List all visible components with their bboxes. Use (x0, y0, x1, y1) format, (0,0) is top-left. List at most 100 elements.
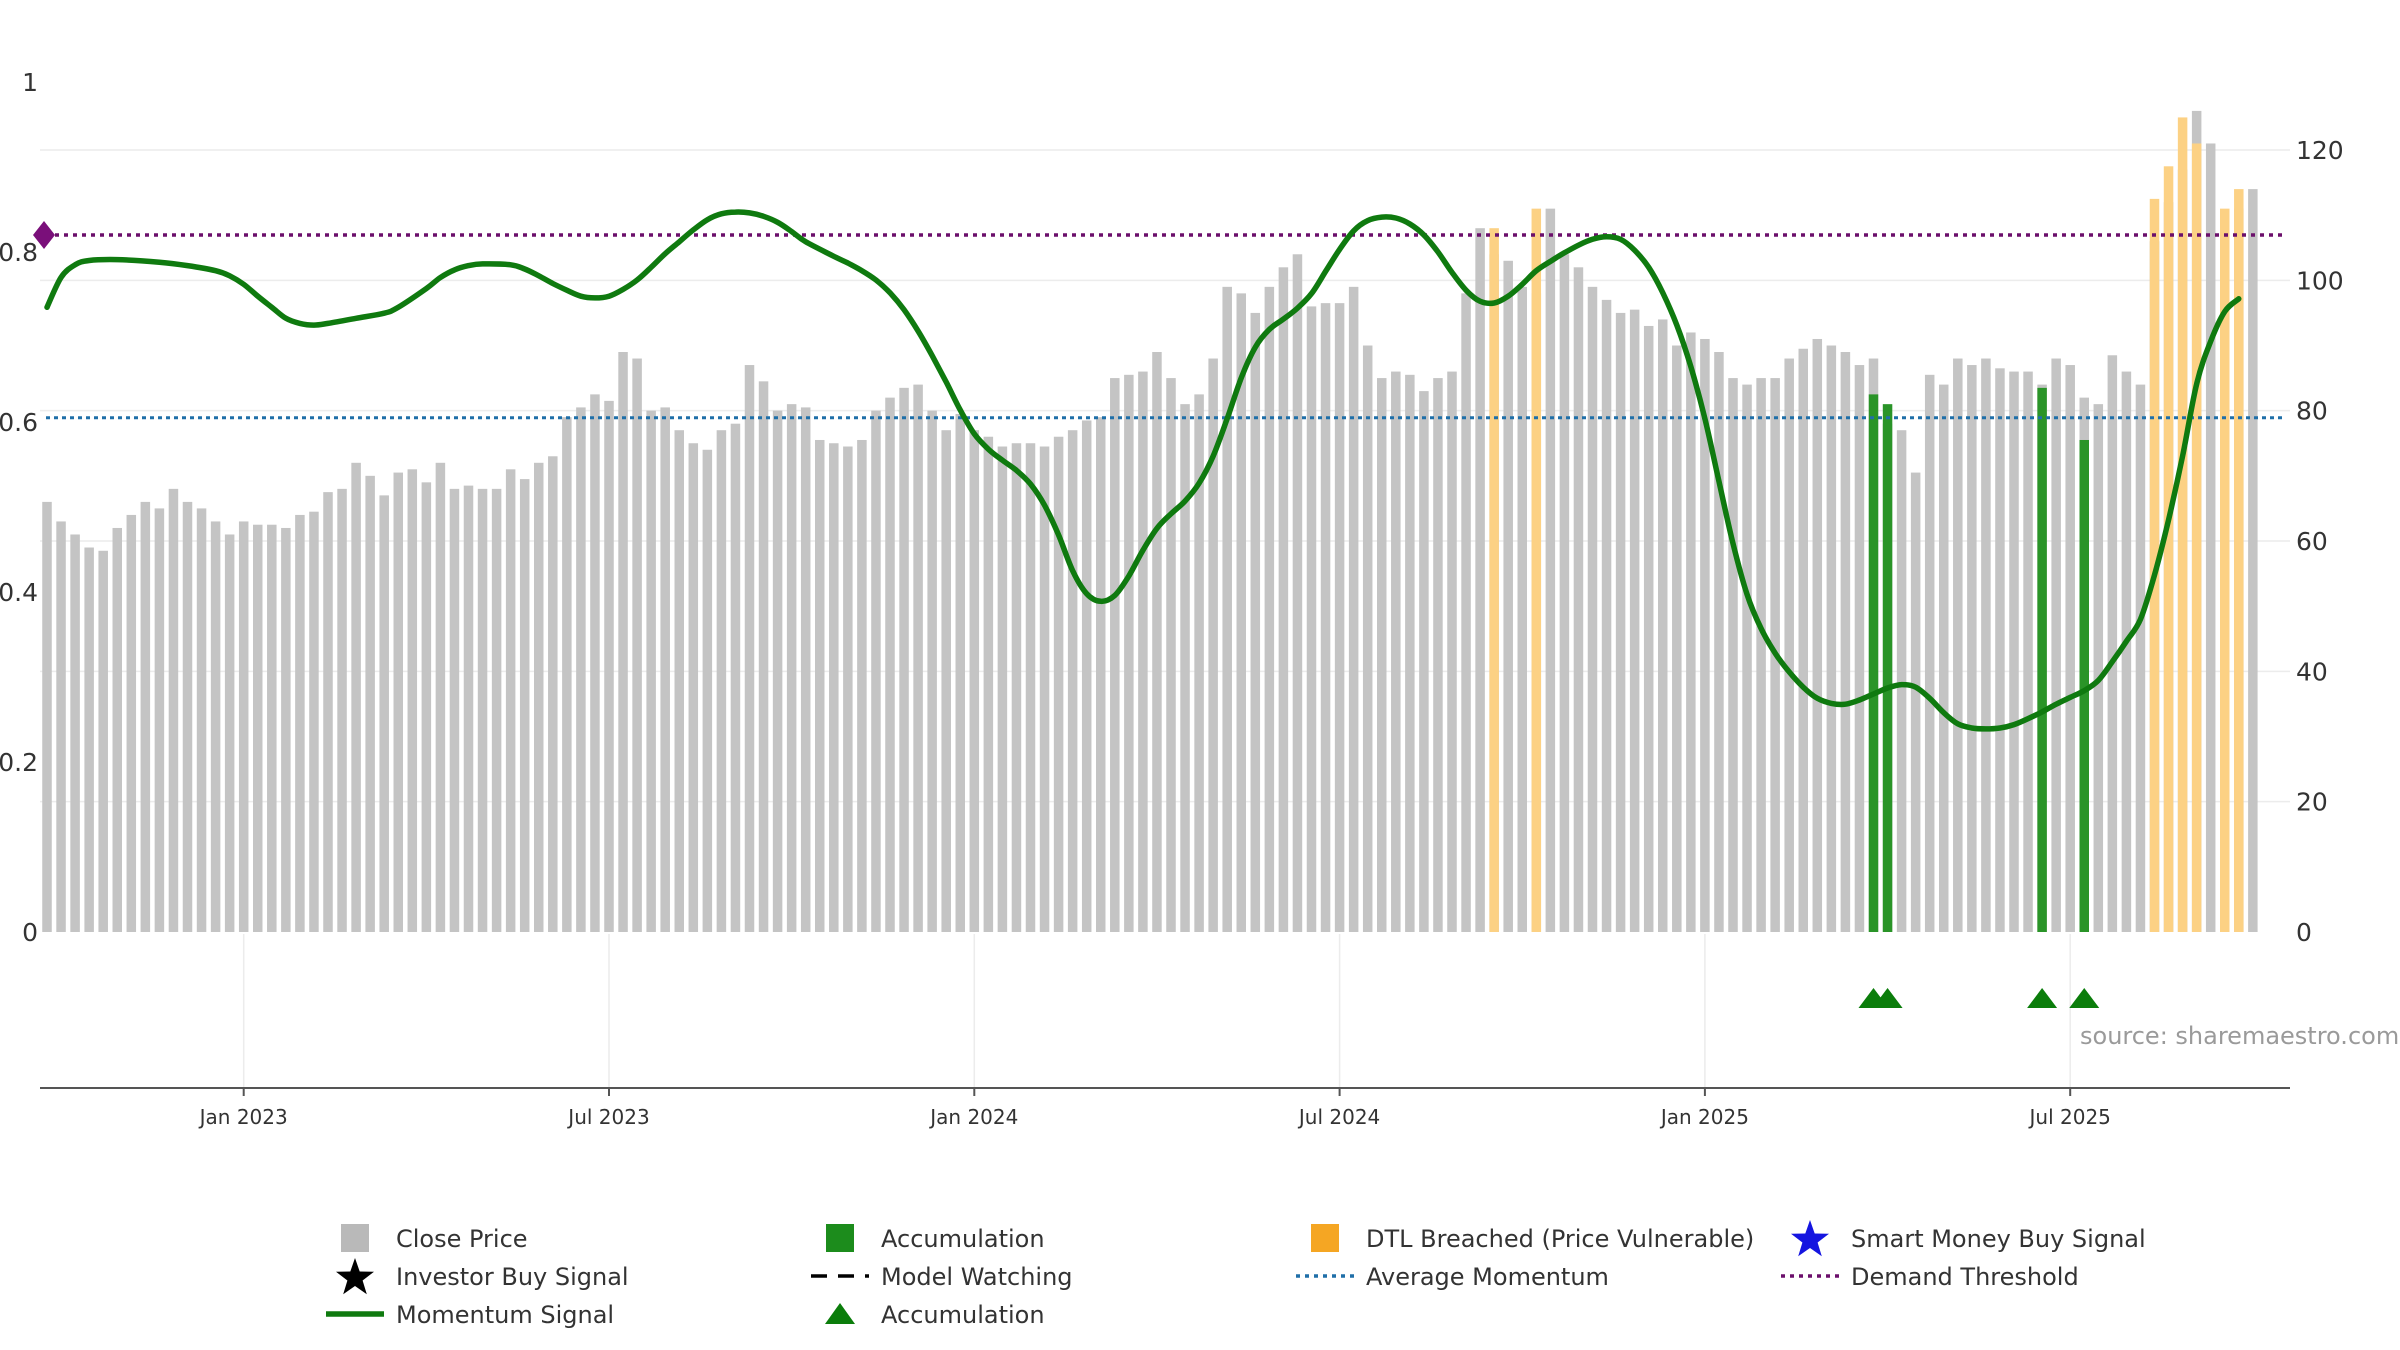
right-tick-label: 80 (2296, 397, 2328, 426)
close-price-bar (1419, 391, 1429, 932)
close-price-bar (2051, 358, 2061, 932)
close-price-bar (337, 488, 347, 932)
legend-star-symbol (1791, 1220, 1829, 1257)
close-price-bar (295, 514, 305, 932)
accumulation-bar (2037, 387, 2047, 932)
close-price-bar (1236, 293, 1246, 932)
close-price-bar (1222, 286, 1232, 933)
close-price-bar (435, 462, 446, 932)
close-price-bar (1714, 352, 1724, 932)
right-tick-label: 120 (2296, 136, 2344, 165)
legend-label: Momentum Signal (396, 1301, 614, 1329)
close-price-bar (477, 488, 488, 932)
accumulation-triangle-marker (2027, 988, 2058, 1008)
close-price-bar (1784, 358, 1794, 932)
close-price-bar (309, 511, 319, 932)
close-price-bar (1250, 312, 1261, 933)
close-price-bar (1896, 430, 1907, 932)
close-price-bar (1672, 345, 1682, 932)
legend-square-symbol (826, 1224, 854, 1252)
dtl-breached-bar (1489, 228, 1499, 932)
close-price-bar (758, 381, 769, 932)
close-price-bar (1756, 378, 1766, 932)
legend-star-symbol (336, 1258, 374, 1295)
close-price-bar (2121, 371, 2132, 933)
dtl-breached-bar (2163, 166, 2174, 932)
start-diamond-marker (33, 221, 55, 249)
close-price-bar (1924, 374, 1935, 932)
right-tick-label: 40 (2296, 657, 2328, 686)
legend-label: Smart Money Buy Signal (1851, 1225, 2146, 1253)
legend-label: Demand Threshold (1851, 1263, 2079, 1291)
close-price-bar (786, 404, 797, 932)
close-price-bar (1840, 352, 1851, 932)
close-price-bar (393, 472, 403, 932)
price-bars (42, 110, 2258, 933)
legend-item: Average Momentum (1296, 1263, 1609, 1291)
close-price-bar (1686, 332, 1696, 932)
legend-item: Close Price (341, 1224, 528, 1253)
left-tick-label: 0.2 (0, 748, 38, 777)
dtl-breached-bar (2234, 189, 2244, 933)
close-price-bar (407, 469, 418, 932)
close-price-bar (2023, 371, 2033, 933)
close-price-bar (632, 358, 642, 932)
close-price-bar (505, 469, 516, 932)
x-tick-label: Jan 2025 (1659, 1105, 1749, 1129)
close-price-bar (1377, 378, 1387, 932)
close-price-bar (1208, 358, 1218, 932)
close-price-bar (772, 410, 783, 933)
left-tick-label: 0 (22, 918, 38, 947)
close-price-bar (1264, 286, 1275, 933)
close-price-bar (899, 387, 909, 932)
close-price-bar (1700, 338, 1710, 932)
close-price-bar (210, 521, 221, 932)
legend-item: Investor Buy Signal (336, 1258, 629, 1295)
close-price-bar (1334, 303, 1345, 932)
close-price-bar (1025, 443, 1036, 932)
legend-label: Investor Buy Signal (396, 1263, 629, 1291)
close-price-bar (1573, 267, 1584, 932)
close-price-bar (1742, 384, 1752, 933)
right-tick-label: 100 (2296, 266, 2344, 295)
grid-lines (40, 149, 2290, 1088)
legend-item: Accumulation (825, 1301, 1045, 1329)
close-price-bar (1320, 303, 1331, 932)
legend-label: Accumulation (881, 1301, 1045, 1329)
close-price-bar (997, 446, 1008, 932)
source-label: source: sharemaestro.com (2080, 1022, 2399, 1050)
legend-item: Momentum Signal (326, 1301, 614, 1329)
threshold-lines (46, 233, 2284, 420)
left-tick-label: 0.8 (0, 238, 38, 267)
close-price-bar (1545, 208, 1556, 932)
x-tick-label: Jul 2024 (1297, 1105, 1380, 1129)
x-tick-label: Jan 2024 (928, 1105, 1018, 1129)
close-price-bar (379, 495, 389, 932)
close-price-bar (112, 527, 122, 932)
close-price-bar (126, 514, 137, 932)
close-price-bar (168, 488, 179, 932)
close-price-bar (182, 501, 193, 932)
close-price-bar (1587, 286, 1598, 933)
close-price-bar (1953, 358, 1963, 932)
accumulation-bar (2079, 439, 2089, 932)
close-price-bar (1011, 443, 1022, 932)
close-price-bar (351, 462, 361, 932)
close-price-bar (1278, 267, 1289, 932)
signal-markers (33, 221, 2100, 1008)
legend-item: Smart Money Buy Signal (1791, 1220, 2146, 1257)
close-price-bar (1067, 430, 1078, 932)
close-price-bar (1503, 260, 1513, 932)
close-price-bar (1096, 417, 1106, 932)
left-tick-label: 0.4 (0, 578, 38, 607)
close-price-bar (800, 407, 811, 932)
close-price-bar (1081, 420, 1092, 932)
close-price-bar (829, 443, 839, 932)
close-price-bar (1910, 472, 1921, 932)
accumulation-bar (1882, 404, 1893, 932)
legend-item: Accumulation (826, 1224, 1045, 1253)
dtl-breached-bar (2177, 117, 2188, 932)
x-tick-label: Jul 2025 (2028, 1105, 2111, 1129)
dtl-breached-bar (1531, 208, 1542, 932)
